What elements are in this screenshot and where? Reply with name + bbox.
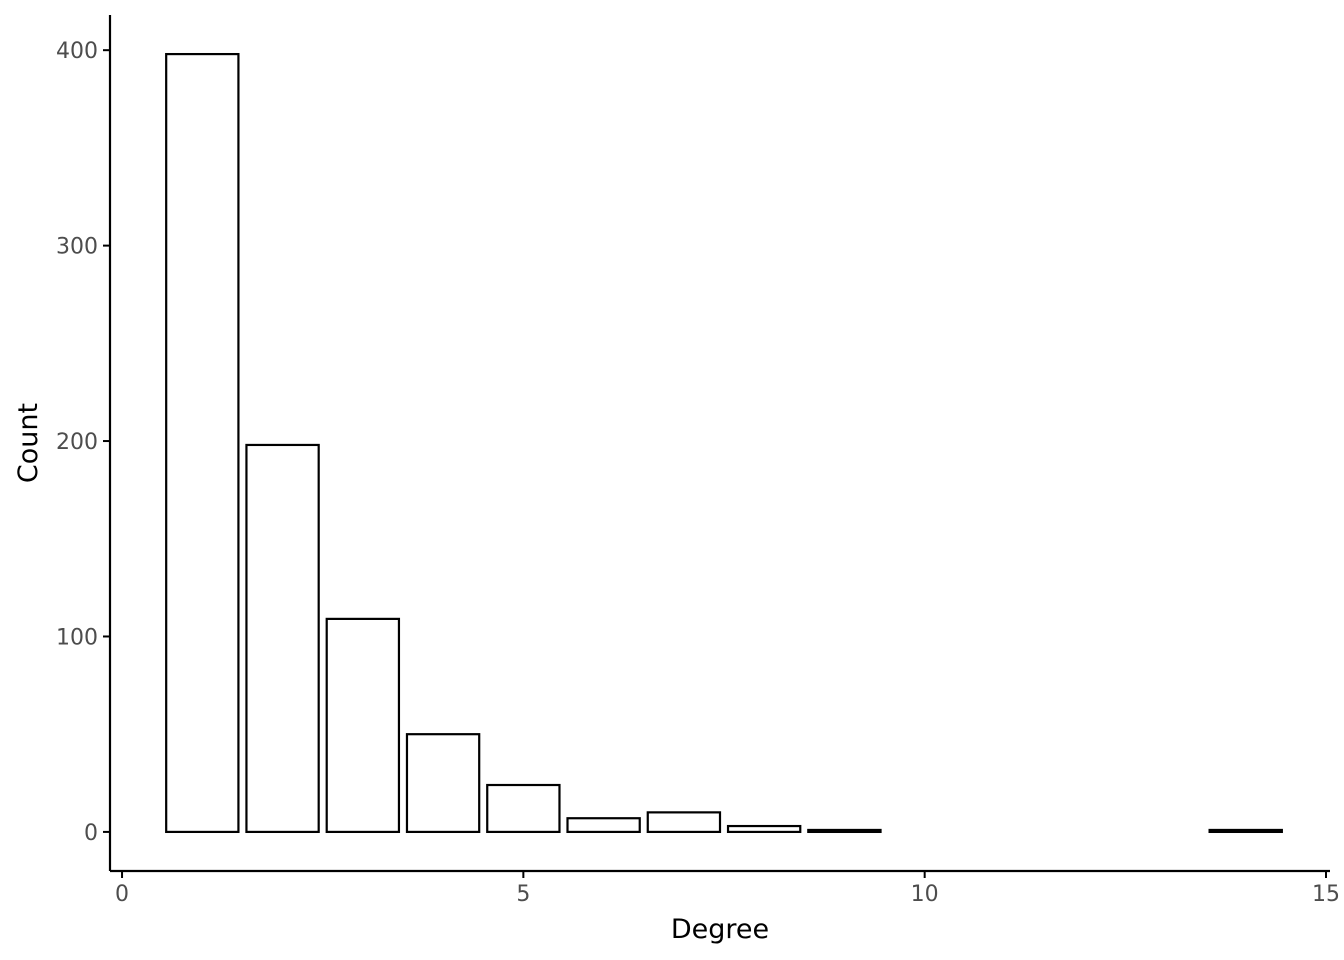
y-tick-label-0: 0 xyxy=(84,821,98,846)
y-tick-label-200: 200 xyxy=(56,430,98,455)
y-tick-label-300: 300 xyxy=(56,235,98,260)
bar-degree-2 xyxy=(245,443,320,834)
bars-layer xyxy=(165,52,1283,834)
x-tick-label-5: 5 xyxy=(516,882,530,907)
bar-degree-5 xyxy=(486,783,561,834)
x-tick-label-15: 15 xyxy=(1312,882,1340,907)
bar-degree-7 xyxy=(646,811,722,834)
x-tick-label-0: 0 xyxy=(115,882,129,907)
y-axis-title: Count xyxy=(13,403,44,483)
bar-degree-3 xyxy=(325,617,401,834)
bar-degree-4 xyxy=(405,733,481,834)
bar-degree-9 xyxy=(807,828,882,834)
axes-layer xyxy=(108,15,1330,873)
y-tick-label-100: 100 xyxy=(56,625,98,650)
bar-degree-6 xyxy=(566,817,641,834)
ticks-layer: 0 5 10 15 0 100 200 300 400 xyxy=(56,39,1340,907)
bar-degree-8 xyxy=(726,824,802,834)
x-tick-label-10: 10 xyxy=(911,882,939,907)
bar-degree-14 xyxy=(1208,828,1283,834)
bar-degree-1 xyxy=(165,52,240,834)
y-tick-label-400: 400 xyxy=(56,39,98,64)
x-axis-title: Degree xyxy=(671,914,769,945)
